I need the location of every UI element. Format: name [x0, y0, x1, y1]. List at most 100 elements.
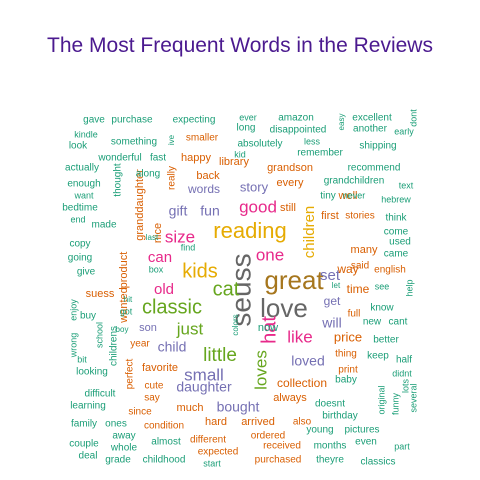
word-print: print: [338, 365, 358, 376]
word-copy: copy: [69, 239, 90, 250]
word-something: something: [111, 137, 157, 148]
word-one: one: [256, 245, 284, 264]
word-loved: loved: [291, 353, 324, 369]
word-childrens: childrens: [109, 326, 120, 366]
word-favorite: favorite: [142, 362, 178, 374]
word-purchase: purchase: [111, 115, 153, 126]
chart-title: The Most Frequent Words in the Reviews: [47, 34, 433, 57]
word-tiny: tiny: [320, 191, 336, 202]
word-gave: gave: [83, 115, 105, 126]
word-seuss: seuss: [225, 253, 256, 326]
word-couple: couple: [69, 439, 99, 450]
word-school: school: [94, 322, 104, 348]
word-get: get: [324, 294, 341, 308]
word-expecting: expecting: [173, 115, 216, 126]
word-good: good: [239, 197, 277, 216]
word-stories: stories: [345, 211, 374, 222]
word-wrong: wrong: [68, 333, 78, 359]
word-almost: almost: [151, 437, 181, 448]
word-different: different: [190, 435, 226, 446]
word-excellent: excellent: [352, 113, 392, 124]
word-baby: baby: [335, 375, 357, 386]
word-enough: enough: [67, 179, 100, 190]
word-better: better: [373, 335, 399, 346]
word-theyre: theyre: [316, 455, 344, 466]
word-also: also: [293, 417, 312, 428]
word-enjoy: enjoy: [68, 299, 78, 321]
word-give: give: [77, 267, 96, 278]
word-learning: learning: [70, 401, 106, 412]
word-buy: buy: [80, 311, 96, 322]
word-look: look: [69, 141, 88, 152]
word-absolutely: absolutely: [237, 139, 282, 150]
word-didnt: didnt: [392, 368, 412, 378]
word-funny: funny: [390, 392, 400, 415]
word-wanted: wanted: [118, 287, 130, 323]
word-cat: cat: [213, 278, 240, 300]
word-boy: boy: [116, 325, 129, 334]
word-colors: colors: [231, 314, 240, 335]
word-several: several: [408, 383, 418, 412]
word-arrived: arrived: [241, 416, 275, 428]
word-said: said: [351, 261, 369, 272]
word-can: can: [148, 249, 172, 266]
word-remember: remember: [297, 148, 343, 159]
word-nice: nice: [152, 223, 164, 243]
word-bit: bit: [77, 354, 87, 364]
word-product: product: [118, 252, 130, 289]
word-kid: kid: [234, 149, 246, 159]
word-actually: actually: [65, 163, 99, 174]
word-start: start: [203, 458, 221, 468]
word-fast: fast: [150, 153, 166, 164]
word-english: english: [374, 265, 406, 276]
word-easy: easy: [337, 114, 346, 131]
word-think: think: [385, 213, 407, 224]
word-son: son: [139, 322, 157, 334]
word-really: really: [167, 166, 178, 190]
word-let: let: [332, 281, 341, 290]
word-doesnt: doesnt: [315, 399, 345, 410]
word-grandson: grandson: [267, 162, 313, 174]
word-birthday: birthday: [322, 411, 358, 422]
word-last: last: [146, 233, 159, 242]
word-hit: hit: [124, 295, 133, 304]
word-childhood: childhood: [143, 455, 186, 466]
word-price: price: [334, 329, 362, 344]
word-received: received: [263, 441, 301, 452]
word-thought: thought: [113, 163, 124, 197]
word-ever: ever: [239, 112, 257, 122]
word-ones: ones: [105, 419, 127, 430]
word-well: well: [338, 190, 358, 202]
word-less: less: [304, 136, 321, 146]
word-many: many: [351, 244, 378, 256]
word-box: box: [149, 264, 164, 274]
word-young: young: [306, 425, 333, 436]
word-year: year: [130, 339, 150, 350]
word-expected: expected: [198, 447, 239, 458]
word-away: away: [112, 431, 135, 442]
word-hebrew: hebrew: [381, 194, 411, 204]
word-like: like: [287, 327, 313, 346]
word-come: come: [384, 227, 409, 238]
word-help: help: [404, 279, 414, 296]
word-came: came: [384, 249, 409, 260]
word-back: back: [196, 170, 220, 182]
word-hat: hat: [258, 316, 280, 344]
word-kindle: kindle: [74, 129, 98, 139]
word-part: part: [394, 441, 410, 451]
word-always: always: [273, 392, 307, 404]
word-ordered: ordered: [251, 431, 285, 442]
word-happy: happy: [181, 152, 211, 164]
word-much: much: [177, 402, 204, 414]
word-original: original: [376, 385, 386, 414]
word-looking: looking: [76, 367, 108, 378]
word-now: now: [258, 322, 278, 334]
word-loves: loves: [251, 350, 270, 390]
word-size: size: [165, 227, 195, 246]
word-library: library: [219, 156, 249, 168]
word-cant: cant: [389, 317, 408, 328]
word-child: child: [158, 339, 187, 355]
word-bought: bought: [217, 399, 260, 415]
word-family: family: [71, 419, 97, 430]
